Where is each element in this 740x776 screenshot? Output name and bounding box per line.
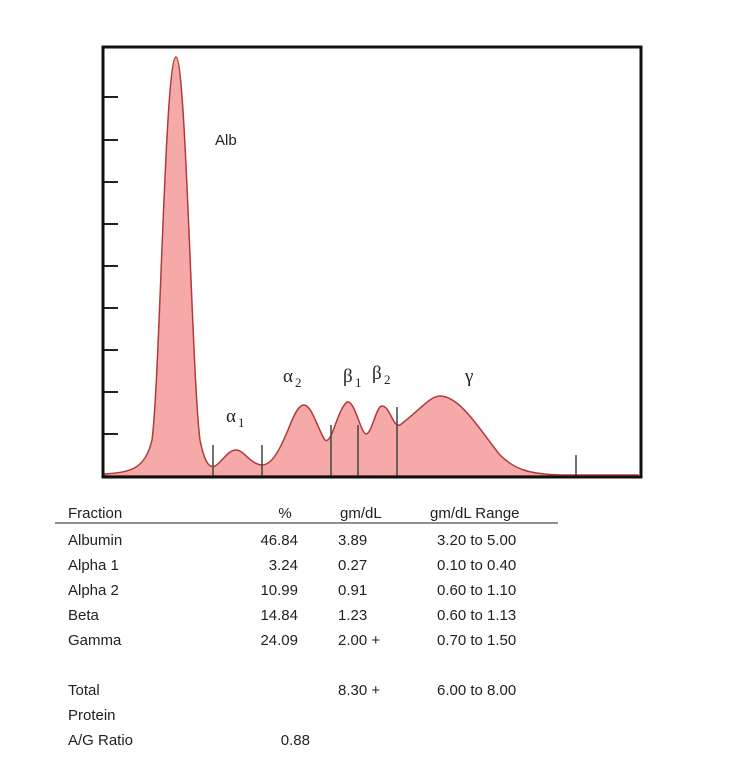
table-cell: Albumin <box>68 532 122 549</box>
fraction-dividers <box>212 407 577 477</box>
ag-label: A/G Ratio <box>68 732 133 749</box>
table-cell: 1.23 <box>338 607 367 624</box>
table-cell: 0.91 <box>338 582 367 599</box>
table-cell: 0.60 to 1.13 <box>437 607 516 624</box>
table-cell: 24.09 <box>260 632 298 649</box>
peak-label: α <box>283 366 293 387</box>
table-cell: 0.27 <box>338 557 367 574</box>
peak-label: Alb <box>215 132 237 149</box>
table-cell: 3.89 <box>338 532 367 549</box>
table-cell: 10.99 <box>260 582 298 599</box>
table-cell: 2.00 + <box>338 632 380 649</box>
electrophoresis-plot <box>101 45 643 479</box>
total-label: Total <box>68 682 100 699</box>
plot-frame <box>101 45 643 479</box>
table-cell: 14.84 <box>260 607 298 624</box>
ag-value: 0.88 <box>281 732 310 749</box>
peak-label: β <box>372 363 382 384</box>
peak-subscript: 1 <box>355 375 362 390</box>
table-cell: 3.20 to 5.00 <box>437 532 516 549</box>
table-cell: Alpha 1 <box>68 557 119 574</box>
peak-label: β <box>343 366 353 387</box>
peak-label: γ <box>464 366 473 387</box>
total-range: 6.00 to 8.00 <box>437 682 516 699</box>
table-cell: Gamma <box>68 632 122 649</box>
table-header: gm/dL <box>340 505 382 522</box>
table-cell: 46.84 <box>260 532 298 549</box>
densitometry-curve <box>104 56 639 477</box>
total-label: Protein <box>68 707 116 724</box>
table-header: gm/dL Range <box>430 505 520 522</box>
table-cell: 0.10 to 0.40 <box>437 557 516 574</box>
table-header: % <box>278 505 291 522</box>
peak-subscript: 2 <box>384 372 391 387</box>
peak-subscript: 2 <box>295 375 302 390</box>
table-cell: 0.70 to 1.50 <box>437 632 516 649</box>
peak-subscript: 1 <box>238 415 245 430</box>
total-gmdl: 8.30 + <box>338 682 380 699</box>
left-ticks <box>103 96 118 435</box>
table-header: Fraction <box>68 505 122 522</box>
peak-label: α <box>226 406 236 427</box>
table-cell: 3.24 <box>269 557 298 574</box>
table-cell: Beta <box>68 607 100 624</box>
table-cell: Alpha 2 <box>68 582 119 599</box>
table-cell: 0.60 to 1.10 <box>437 582 516 599</box>
